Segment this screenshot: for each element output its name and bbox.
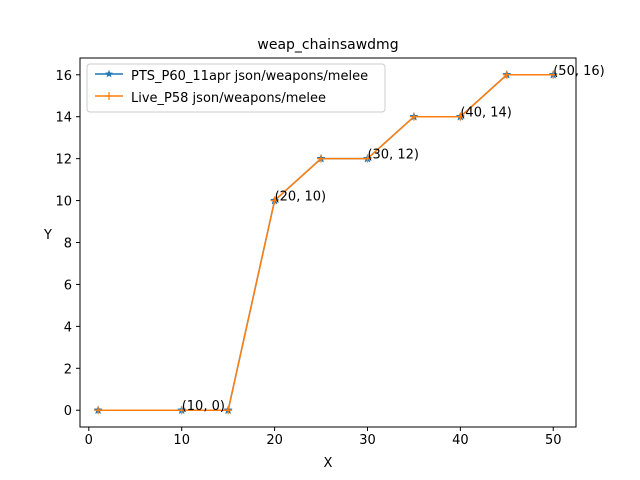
legend-swatch-marker <box>105 69 113 78</box>
y-tick-label: 16 <box>55 69 72 84</box>
series-2-point <box>94 406 103 415</box>
x-tick-label: 40 <box>452 433 469 448</box>
data-annotation: (50, 16) <box>553 64 605 79</box>
data-annotation: (20, 10) <box>275 190 327 205</box>
series-2-line <box>98 74 554 411</box>
series-2-point <box>177 406 186 415</box>
data-annotation: (40, 14) <box>460 106 512 121</box>
legend-label-series-1: PTS_P60_11apr json/weapons/melee <box>131 69 368 84</box>
y-axis-title: Y <box>43 228 52 243</box>
series-1-line <box>98 74 554 411</box>
series-2-point <box>456 112 465 121</box>
series-2-point <box>363 154 372 163</box>
y-tick-label: 10 <box>55 195 72 210</box>
x-tick-label: 20 <box>266 433 283 448</box>
x-tick-label: 10 <box>173 433 190 448</box>
y-tick-label: 2 <box>64 362 72 377</box>
legend-label-series-2: Live_P58 json/weapons/melee <box>131 91 326 106</box>
legend-swatch-marker <box>105 92 113 100</box>
series-2-point <box>409 112 418 121</box>
legend: PTS_P60_11apr json/weapons/melee Live_P5… <box>86 63 386 113</box>
series-2-point <box>502 70 511 79</box>
series-2-point <box>224 406 233 415</box>
x-axis-title: X <box>324 456 333 471</box>
y-tick-label: 12 <box>55 153 72 168</box>
y-tick-label: 14 <box>55 111 72 126</box>
y-tick-label: 8 <box>64 237 72 252</box>
data-annotation: (10, 0) <box>182 399 225 414</box>
series-2-point <box>549 70 558 79</box>
y-tick-label: 4 <box>64 320 72 335</box>
series-2-point <box>270 196 279 205</box>
data-annotation: (30, 12) <box>367 148 419 163</box>
chart-title: weap_chainsawdmg <box>257 37 398 53</box>
x-tick-label: 50 <box>545 433 562 448</box>
y-tick-label: 6 <box>64 278 72 293</box>
x-tick-label: 0 <box>85 433 93 448</box>
y-tick-label: 0 <box>64 404 72 419</box>
series-2-point <box>317 154 326 163</box>
legend-box <box>86 63 386 113</box>
x-tick-label: 30 <box>359 433 376 448</box>
